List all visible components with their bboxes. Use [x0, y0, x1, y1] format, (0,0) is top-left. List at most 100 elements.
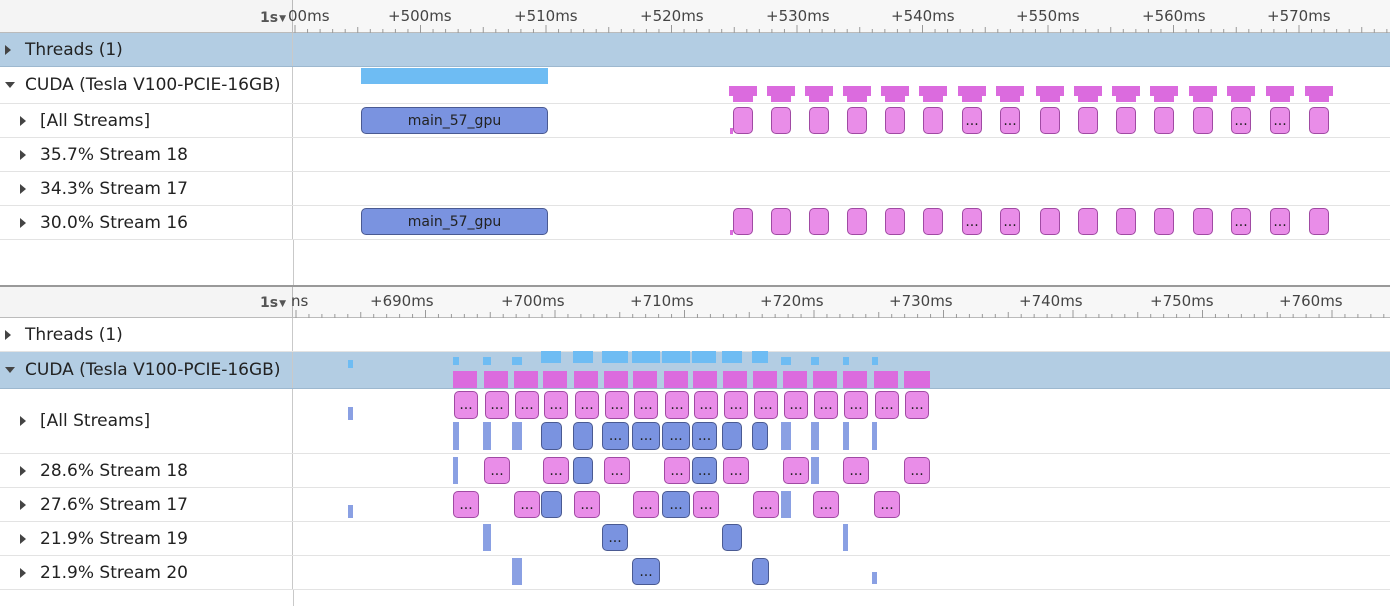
expand-arrow-icon[interactable]: [20, 149, 26, 160]
kernel-block[interactable]: main_57_gpu: [361, 208, 548, 235]
expand-arrow-icon[interactable]: [20, 567, 26, 578]
kernel-block[interactable]: [1040, 107, 1060, 134]
time-ruler[interactable]: 00ms +500ms +510ms +520ms +530ms +540ms …: [288, 0, 1390, 33]
kernel-block[interactable]: [733, 107, 753, 134]
zoom-scale-selector[interactable]: 1s▼: [260, 10, 286, 26]
row-stream-18[interactable]: 28.6% Stream 18: [0, 454, 1390, 488]
expand-arrow-icon[interactable]: [20, 217, 26, 228]
kernel-block[interactable]: ...: [632, 558, 660, 585]
kernel-block[interactable]: [1193, 107, 1213, 134]
kernel-block[interactable]: ...: [662, 422, 690, 450]
kernel-block[interactable]: ...: [454, 391, 478, 419]
kernel-block[interactable]: [771, 208, 791, 235]
kernel-block[interactable]: ...: [904, 457, 930, 484]
row-cuda-device[interactable]: CUDA (Tesla V100-PCIE-16GB): [0, 67, 1390, 104]
kernel-block[interactable]: ...: [602, 524, 628, 551]
kernel-block[interactable]: ...: [543, 457, 569, 484]
kernel-block[interactable]: ...: [784, 391, 808, 419]
kernel-block[interactable]: ...: [814, 391, 838, 419]
kernel-block[interactable]: [1154, 107, 1174, 134]
row-stream-19[interactable]: 21.9% Stream 19: [0, 522, 1390, 556]
row-stream-18[interactable]: 35.7% Stream 18: [0, 138, 1390, 172]
row-stream-20[interactable]: 21.9% Stream 20: [0, 556, 1390, 590]
kernel-block[interactable]: ...: [634, 391, 658, 419]
kernel-block[interactable]: [1078, 107, 1098, 134]
kernel-block[interactable]: [1309, 107, 1329, 134]
kernel-block[interactable]: ...: [575, 391, 599, 419]
panel-divider[interactable]: [0, 285, 1390, 287]
kernel-block[interactable]: ...: [692, 457, 717, 484]
kernel-block[interactable]: ...: [754, 391, 778, 419]
kernel-block[interactable]: ...: [724, 391, 748, 419]
kernel-block[interactable]: [573, 422, 593, 450]
kernel-block[interactable]: ...: [753, 491, 779, 518]
row-all-streams[interactable]: [All Streams]: [0, 389, 1390, 454]
kernel-block[interactable]: main_57_gpu: [361, 107, 548, 134]
kernel-block[interactable]: [752, 558, 769, 585]
kernel-block[interactable]: [1078, 208, 1098, 235]
kernel-block[interactable]: ...: [694, 391, 718, 419]
kernel-block[interactable]: [923, 208, 943, 235]
kernel-block[interactable]: [885, 208, 905, 235]
kernel-block[interactable]: ...: [1000, 107, 1020, 134]
expand-arrow-icon[interactable]: [20, 416, 26, 426]
kernel-block[interactable]: [752, 422, 768, 450]
collapse-arrow-icon[interactable]: [5, 367, 15, 373]
kernel-block[interactable]: [923, 107, 943, 134]
expand-arrow-icon[interactable]: [20, 499, 26, 510]
kernel-block[interactable]: [722, 422, 742, 450]
kernel-block[interactable]: [1154, 208, 1174, 235]
row-stream-17[interactable]: 34.3% Stream 17: [0, 172, 1390, 206]
kernel-block[interactable]: ...: [844, 391, 868, 419]
expand-arrow-icon[interactable]: [20, 533, 26, 544]
kernel-block[interactable]: [573, 457, 593, 484]
kernel-block[interactable]: ...: [602, 422, 629, 450]
kernel-block[interactable]: ...: [544, 391, 568, 419]
kernel-block[interactable]: ...: [693, 491, 719, 518]
kernel-block[interactable]: ...: [604, 457, 630, 484]
kernel-block[interactable]: [541, 491, 562, 518]
kernel-block[interactable]: ...: [632, 422, 660, 450]
kernel-block[interactable]: ...: [605, 391, 629, 419]
row-stream-17[interactable]: 27.6% Stream 17: [0, 488, 1390, 522]
kernel-block[interactable]: [809, 208, 829, 235]
expand-arrow-icon[interactable]: [20, 115, 26, 126]
kernel-block[interactable]: [1116, 107, 1136, 134]
kernel-block[interactable]: [1193, 208, 1213, 235]
kernel-block[interactable]: [885, 107, 905, 134]
expand-arrow-icon[interactable]: [20, 183, 26, 194]
kernel-block[interactable]: ...: [1231, 107, 1251, 134]
kernel-block[interactable]: ...: [843, 457, 869, 484]
kernel-block[interactable]: ...: [1231, 208, 1251, 235]
kernel-block[interactable]: ...: [723, 457, 749, 484]
collapse-arrow-icon[interactable]: [5, 82, 15, 88]
row-all-streams[interactable]: [All Streams]: [0, 104, 1390, 138]
kernel-block[interactable]: [1040, 208, 1060, 235]
kernel-block[interactable]: ...: [484, 457, 510, 484]
kernel-block[interactable]: ...: [485, 391, 509, 419]
kernel-block[interactable]: [809, 107, 829, 134]
kernel-block[interactable]: [847, 208, 867, 235]
expand-arrow-icon[interactable]: [5, 329, 11, 340]
row-threads[interactable]: Threads (1): [0, 33, 1390, 67]
kernel-block[interactable]: ...: [962, 208, 982, 235]
kernel-block[interactable]: ...: [962, 107, 982, 134]
kernel-block[interactable]: ...: [1000, 208, 1020, 235]
zoom-scale-selector[interactable]: 1s▼: [260, 295, 286, 311]
kernel-block[interactable]: ...: [692, 422, 717, 450]
kernel-block[interactable]: ...: [633, 491, 659, 518]
kernel-block[interactable]: ...: [905, 391, 929, 419]
kernel-block[interactable]: ...: [1270, 107, 1290, 134]
kernel-block[interactable]: [722, 524, 742, 551]
time-ruler[interactable]: ns +690ms +700ms +710ms +720ms +730ms +7…: [291, 287, 1390, 318]
kernel-block[interactable]: [1116, 208, 1136, 235]
kernel-block[interactable]: ...: [665, 391, 689, 419]
kernel-block[interactable]: ...: [664, 457, 690, 484]
kernel-block[interactable]: [1309, 208, 1329, 235]
kernel-block[interactable]: [541, 422, 562, 450]
expand-arrow-icon[interactable]: [5, 44, 11, 55]
row-stream-16[interactable]: 30.0% Stream 16: [0, 206, 1390, 240]
kernel-block[interactable]: ...: [874, 491, 900, 518]
kernel-block[interactable]: ...: [875, 391, 899, 419]
kernel-block[interactable]: ...: [783, 457, 809, 484]
